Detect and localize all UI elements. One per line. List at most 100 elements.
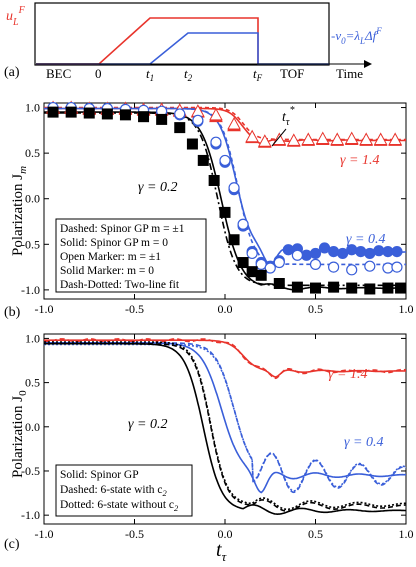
x-tick-label: 0.0 bbox=[218, 527, 233, 541]
triangle-marker bbox=[227, 116, 241, 130]
circle-marker bbox=[391, 261, 403, 273]
square-marker bbox=[197, 154, 209, 166]
triangle-marker bbox=[315, 131, 330, 145]
square-marker bbox=[395, 282, 407, 294]
x-tick-label: 0.0 bbox=[218, 302, 233, 316]
panel-b-legend-box bbox=[55, 218, 207, 293]
circle-marker bbox=[355, 245, 367, 258]
square-marker bbox=[382, 282, 394, 294]
x-tick-label: 0.5 bbox=[308, 302, 323, 316]
circle-marker bbox=[328, 261, 340, 273]
triangle-marker bbox=[359, 132, 374, 145]
panel-a-tick-tf: tF bbox=[253, 66, 263, 83]
panel-c-ylabel: Polarization J0 bbox=[10, 390, 29, 478]
circle-marker bbox=[237, 218, 249, 230]
panel-c-gamma-1-4: γ = 1.4 bbox=[328, 367, 367, 382]
panel-b-gamma-0-4: γ = 0.4 bbox=[346, 232, 385, 247]
triangle-marker bbox=[257, 134, 272, 147]
panel-b-gamma-0-2: γ = 0.2 bbox=[138, 180, 177, 195]
circle-marker bbox=[174, 108, 186, 120]
square-marker bbox=[186, 138, 198, 150]
triangle-marker bbox=[344, 131, 359, 145]
panel-c-gamma-0-2: γ = 0.2 bbox=[128, 417, 167, 432]
square-marker bbox=[101, 108, 113, 120]
x-tick-label: 1.0 bbox=[399, 302, 414, 316]
square-marker bbox=[246, 266, 258, 278]
circle-marker bbox=[328, 245, 340, 258]
triangle-marker bbox=[209, 107, 223, 121]
triangle-marker bbox=[245, 129, 259, 143]
square-marker bbox=[228, 234, 240, 246]
legend-b-filled: Solid Marker: m = 0 bbox=[60, 265, 154, 277]
panel-a-tick-t2: t2 bbox=[184, 66, 193, 83]
panel-b-annotation: tτ* bbox=[282, 105, 294, 128]
panel-a-axis-arrow bbox=[364, 60, 372, 68]
panel-a-frame bbox=[34, 2, 330, 66]
panel-a: uLF -ν0=λLΔfF (a) BEC TOF Time 0 t1 t2 t… bbox=[4, 2, 382, 83]
square-marker bbox=[237, 257, 249, 269]
circle-marker bbox=[346, 264, 358, 276]
triangle-marker bbox=[286, 133, 301, 146]
circle-marker bbox=[391, 245, 403, 258]
panel-b-markers bbox=[46, 100, 407, 295]
square-marker bbox=[208, 174, 220, 186]
legend-b-dashdot: Dash-Dotted: Two-line fit bbox=[60, 279, 180, 291]
circle-marker bbox=[192, 114, 204, 126]
panel-a-blue-curve bbox=[36, 32, 329, 65]
legend-c-dotted: Dotted: 6-state without c2 bbox=[60, 499, 179, 513]
y-tick-label: 0.0 bbox=[25, 420, 40, 434]
triangle-marker bbox=[330, 132, 345, 145]
legend-b-open: Open Marker: m = ±1 bbox=[60, 251, 161, 263]
legend-b-solid: Solid: Spinor GP m = 0 bbox=[60, 237, 168, 249]
square-marker bbox=[291, 281, 303, 293]
square-marker bbox=[328, 281, 340, 293]
c-red-dashed-curve bbox=[44, 338, 406, 380]
circle-marker bbox=[210, 136, 222, 148]
legend-c-dashed: Dashed: 6-state with c2 bbox=[60, 484, 168, 498]
square-marker bbox=[219, 206, 231, 218]
panel-a-right-label: -ν0=λLΔfF bbox=[331, 26, 382, 46]
panel-c-gamma-0-4: γ = 0.4 bbox=[344, 435, 383, 450]
panel-c-label: (c) bbox=[4, 537, 20, 552]
panel-b-legend: Dashed: Spinor GP m = ±1 Solid: Spinor G… bbox=[55, 218, 207, 293]
panel-a-xlabel: Time bbox=[336, 66, 363, 81]
panel-a-label: (a) bbox=[4, 65, 20, 80]
y-tick-label: 0.5 bbox=[25, 376, 40, 390]
panel-b-annotation-arrow bbox=[271, 128, 287, 147]
panel-b-ylabel: Polarization Jm bbox=[10, 166, 29, 256]
panel-b: -1.0 -0.5 0.0 0.5 1.0 1.0 0.5 0.0 -0.5 -1.0 Polar… bbox=[4, 100, 414, 320]
circle-marker bbox=[282, 244, 294, 256]
x-tick-label: -0.5 bbox=[125, 527, 144, 541]
panel-b-ticks: -1.0 -0.5 0.0 0.5 1.0 1.0 0.5 0.0 -0.5 -1.0 bbox=[21, 101, 414, 316]
square-marker bbox=[156, 113, 168, 125]
panel-b-label: (b) bbox=[4, 305, 21, 320]
x-tick-label: 0.5 bbox=[308, 527, 323, 541]
c-black-dashed-curve bbox=[44, 342, 406, 512]
circle-marker bbox=[273, 256, 285, 269]
y-tick-label: 1.0 bbox=[25, 101, 40, 115]
square-marker bbox=[364, 283, 376, 295]
circle-marker bbox=[264, 262, 276, 274]
circle-marker bbox=[364, 247, 376, 260]
x-tick-label: -1.0 bbox=[35, 302, 54, 316]
panel-c-xlabel: tτ bbox=[216, 539, 228, 564]
y-tick-label: 0.5 bbox=[25, 146, 40, 160]
panel-a-tick-t1: t1 bbox=[146, 66, 154, 83]
circle-marker bbox=[364, 260, 376, 272]
legend-b-dashed: Dashed: Spinor GP m = ±1 bbox=[60, 223, 185, 235]
square-marker bbox=[65, 106, 77, 118]
circle-marker bbox=[309, 258, 322, 270]
y-tick-label: 0.0 bbox=[25, 192, 40, 206]
square-marker bbox=[273, 278, 285, 290]
panel-a-red-curve bbox=[36, 17, 259, 65]
x-tick-label: -0.5 bbox=[125, 302, 144, 316]
circle-marker bbox=[373, 245, 385, 257]
panel-a-tick-0: 0 bbox=[95, 66, 102, 81]
c-black-dotted-curve bbox=[44, 341, 406, 511]
circle-marker bbox=[291, 249, 303, 261]
y-tick-label: 1.0 bbox=[25, 331, 40, 345]
circle-marker bbox=[382, 262, 394, 274]
panel-a-left-label: uLF bbox=[6, 5, 26, 28]
y-tick-label: -1.0 bbox=[21, 283, 40, 297]
